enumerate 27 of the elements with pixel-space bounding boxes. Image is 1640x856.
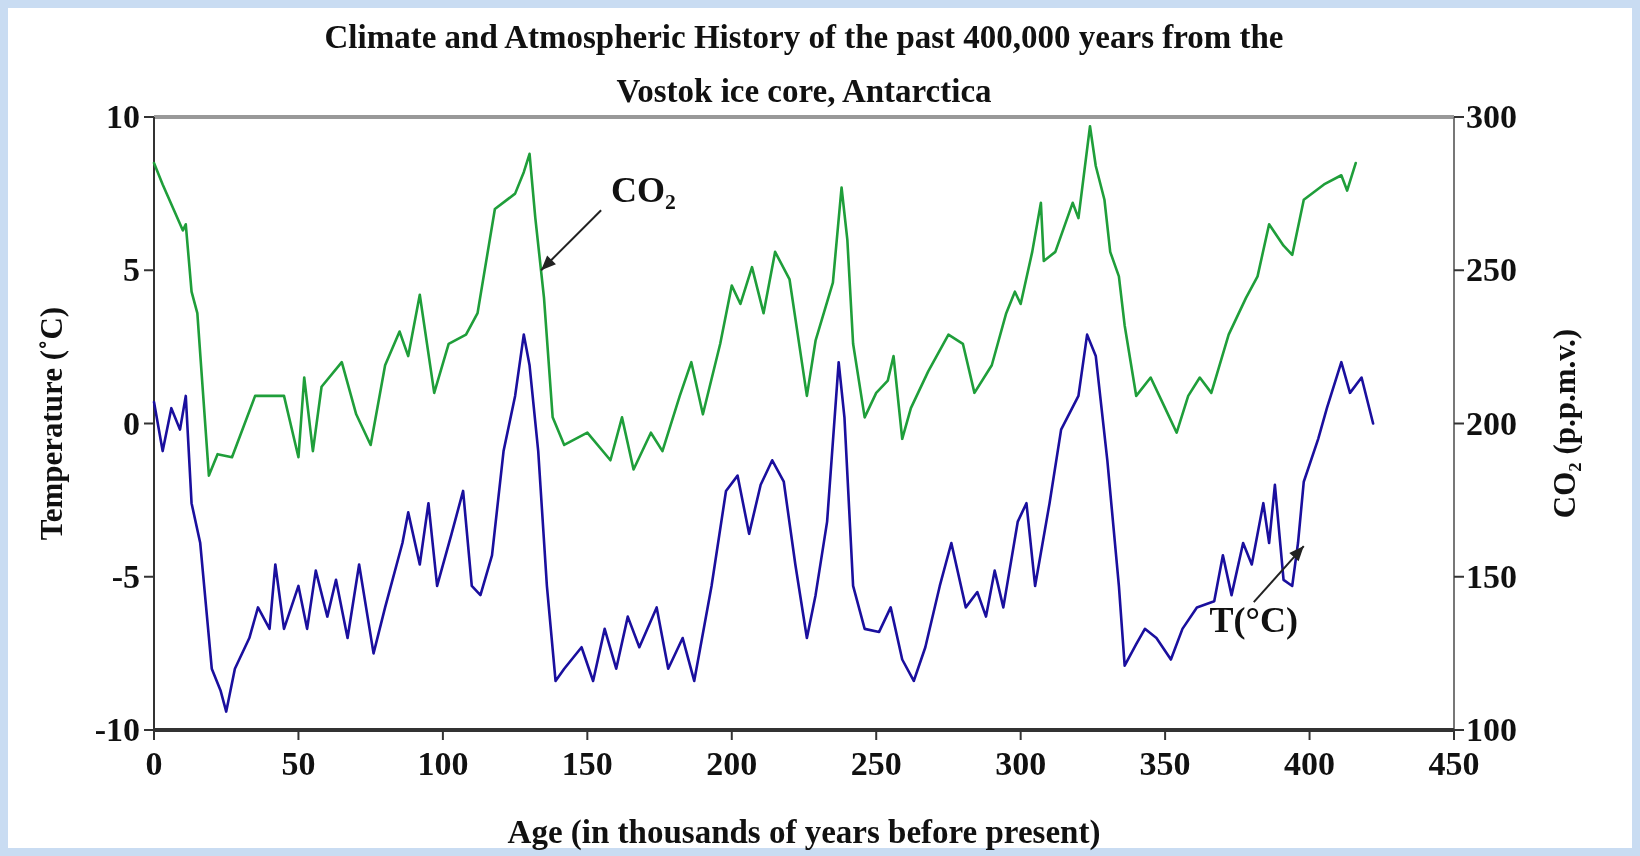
x-tick-label: 100	[417, 745, 469, 782]
y2-tick-label: 200	[1466, 404, 1517, 442]
x-tick-label: 450	[1428, 745, 1480, 782]
y-axis-title: Temperature (˚C)	[34, 306, 69, 541]
x-tick-label: 200	[706, 745, 758, 782]
y-tick-label: 5	[123, 251, 140, 289]
y-tick-label: 0	[123, 404, 140, 442]
y2-tick-label: 300	[1466, 98, 1517, 135]
chart-title: Climate and Atmospheric History of the past 400,000 years from the Vostok ice core, Antarctica	[324, 19, 1284, 109]
x-tick-label: 350	[1139, 745, 1191, 782]
x-tick-label: 50	[281, 745, 316, 782]
y2-axis-title: CO₂ (p.p.m.v.)	[1547, 328, 1582, 519]
x-axis-title: Age (in thousands of years before present)	[507, 814, 1101, 851]
x-tick-label: 400	[1284, 745, 1336, 782]
line-series	[152, 333, 1375, 713]
y2-tick-label: 100	[1466, 711, 1517, 748]
y-tick-label: -5	[111, 557, 140, 595]
x-tick-label: 150	[561, 745, 613, 782]
line-series	[152, 124, 1358, 477]
y2-tick-label: 250	[1466, 251, 1517, 289]
y2-tick-label: 150	[1466, 557, 1517, 595]
y-tick-label: 10	[106, 98, 140, 135]
x-tick-label: 250	[850, 745, 902, 782]
y-tick-label: -10	[94, 711, 140, 748]
annotation: T(°C)	[1209, 600, 1298, 641]
x-tick-label: 300	[995, 745, 1047, 782]
annotation: CO₂	[611, 170, 676, 211]
